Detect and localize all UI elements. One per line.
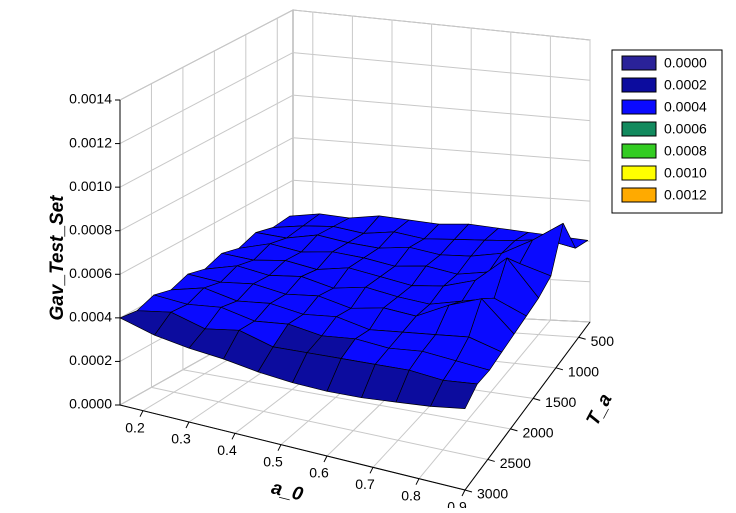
legend: 0.0000 0.0002 0.0004 0.0006 0.0008 0.0010 0.00… bbox=[611, 49, 723, 214]
grid-line bbox=[418, 319, 551, 479]
grid-line bbox=[151, 386, 488, 460]
y-tick bbox=[487, 458, 495, 462]
x-tick bbox=[231, 433, 236, 440]
legend-label: 0.0006 bbox=[664, 121, 707, 137]
surface-cell bbox=[430, 379, 478, 409]
x-tick bbox=[139, 410, 144, 417]
y-tick bbox=[555, 367, 564, 371]
legend-swatch bbox=[621, 55, 657, 71]
x-tick-label: 0.6 bbox=[309, 465, 329, 481]
x-tick bbox=[369, 467, 374, 474]
grid-line bbox=[292, 94, 591, 122]
legend-swatch bbox=[621, 143, 657, 159]
grid-line bbox=[292, 9, 591, 41]
x-tick-label: 0.2 bbox=[125, 419, 145, 435]
y-tick-label: 500 bbox=[591, 333, 615, 349]
legend-swatch bbox=[621, 77, 657, 93]
x-tick bbox=[277, 444, 282, 451]
legend-label: 0.0004 bbox=[664, 99, 707, 115]
y-tick bbox=[578, 336, 586, 340]
grid-line bbox=[292, 137, 591, 162]
z-tick-label: 0.0008 bbox=[69, 221, 112, 237]
z-tick-label: 0.0004 bbox=[69, 309, 112, 325]
legend-swatch bbox=[621, 165, 657, 181]
z-tick-label: 0.0010 bbox=[69, 178, 112, 194]
z-tick-label: 0.0002 bbox=[69, 352, 112, 368]
y-tick-label: 1000 bbox=[568, 364, 599, 380]
x-axis bbox=[119, 404, 466, 491]
z-tick-label: 0.0012 bbox=[69, 134, 112, 150]
y-tick-label: 2000 bbox=[522, 425, 553, 441]
grid-line bbox=[119, 179, 294, 275]
legend-label: 0.0012 bbox=[664, 187, 707, 203]
legend-label: 0.0000 bbox=[664, 55, 707, 71]
y-tick-label: 3000 bbox=[477, 486, 508, 502]
legend-swatch bbox=[621, 187, 657, 203]
x-tick-label: 0.4 bbox=[217, 442, 237, 458]
grid-line bbox=[119, 137, 294, 232]
surface bbox=[119, 213, 589, 409]
grid-line bbox=[182, 369, 511, 430]
y-tick bbox=[533, 397, 541, 401]
legend-label: 0.0010 bbox=[664, 165, 707, 181]
x-tick-label: 0.8 bbox=[401, 487, 421, 503]
legend-swatch bbox=[621, 99, 657, 115]
x-tick bbox=[185, 421, 190, 429]
x-tick-label: 0.9 bbox=[447, 499, 467, 508]
y-tick-label: 2500 bbox=[500, 455, 531, 471]
x-tick bbox=[323, 455, 328, 463]
z-tick-label: 0.0014 bbox=[69, 91, 112, 107]
grid-line bbox=[292, 52, 591, 81]
legend-swatch bbox=[621, 121, 657, 137]
legend-label: 0.0008 bbox=[664, 143, 707, 159]
z-tick-label: 0.0000 bbox=[69, 396, 112, 412]
grid-line bbox=[119, 9, 294, 101]
grid-line bbox=[119, 94, 294, 188]
z-axis-title: Gav_Test_Set bbox=[47, 195, 68, 321]
grid-line bbox=[292, 179, 591, 202]
legend-label: 0.0002 bbox=[664, 77, 707, 93]
y-tick bbox=[464, 489, 473, 493]
x-tick-label: 0.5 bbox=[263, 453, 283, 469]
x-tick-label: 0.7 bbox=[355, 476, 375, 492]
y-axis-title: T_a bbox=[583, 390, 617, 429]
z-tick-label: 0.0006 bbox=[69, 265, 112, 281]
x-tick-label: 0.3 bbox=[171, 431, 191, 447]
x-tick bbox=[415, 478, 420, 485]
y-tick-label: 1500 bbox=[545, 394, 576, 410]
x-tick bbox=[461, 489, 466, 497]
grid-line bbox=[119, 52, 294, 145]
y-axis bbox=[464, 321, 591, 491]
y-tick bbox=[510, 428, 518, 432]
x-axis-title: a_0 bbox=[269, 478, 305, 506]
